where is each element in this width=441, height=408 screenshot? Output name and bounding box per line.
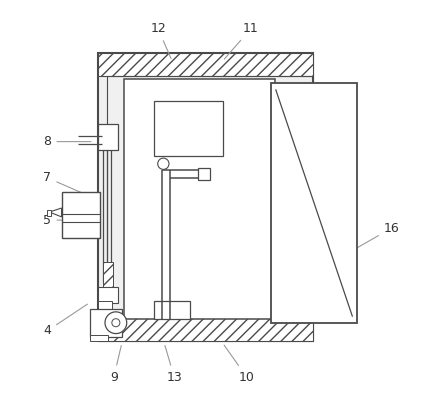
Bar: [98, 317, 313, 341]
Text: 8: 8: [44, 135, 91, 148]
Text: 5: 5: [44, 214, 63, 226]
Bar: [98, 53, 313, 76]
Text: 10: 10: [224, 345, 254, 384]
Bar: [98, 53, 313, 341]
Circle shape: [158, 158, 169, 169]
Bar: [107, 76, 313, 317]
Text: 4: 4: [44, 304, 87, 337]
Bar: [154, 101, 223, 156]
Text: 7: 7: [44, 171, 91, 197]
Bar: [47, 210, 52, 216]
Text: 9: 9: [110, 346, 121, 384]
Circle shape: [112, 319, 120, 327]
Bar: [98, 302, 112, 309]
Bar: [271, 83, 357, 323]
Bar: [90, 308, 122, 337]
Bar: [98, 124, 118, 150]
Text: 12: 12: [150, 22, 171, 59]
Text: 13: 13: [165, 346, 182, 384]
Bar: [90, 335, 108, 341]
Circle shape: [105, 312, 127, 334]
Bar: [98, 286, 118, 303]
Bar: [198, 168, 209, 180]
Bar: [154, 301, 191, 319]
Polygon shape: [49, 208, 62, 217]
Bar: [102, 130, 114, 142]
Bar: [124, 79, 275, 319]
Bar: [103, 262, 112, 286]
Text: 16: 16: [351, 222, 400, 251]
Text: 11: 11: [224, 22, 258, 59]
Bar: [62, 192, 100, 238]
